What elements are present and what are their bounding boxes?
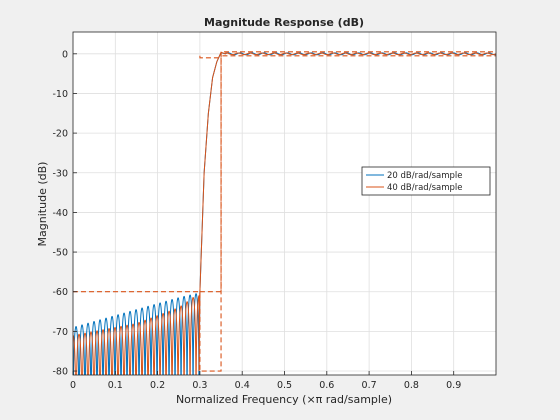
x-tick-label: 0.9 <box>446 380 461 391</box>
y-axis-label: Magnitude (dB) <box>36 162 49 247</box>
series-line-40db <box>73 51 496 375</box>
plot-curves <box>73 51 496 375</box>
spec-mask-lower <box>73 55 496 372</box>
x-axis-label: Normalized Frequency (×π rad/sample) <box>176 393 392 406</box>
y-tick-label: 0 <box>62 49 68 60</box>
x-axis: 0 0.1 0.2 0.3 0.4 0.5 0.6 0.7 0.8 0.9 <box>70 371 461 391</box>
x-tick-label: 0.6 <box>319 380 334 391</box>
legend-box <box>361 166 491 196</box>
chart-title: Magnitude Response (dB) <box>204 16 364 29</box>
x-tick-label: 0.5 <box>277 380 292 391</box>
x-tick-label: 0.8 <box>404 380 419 391</box>
y-tick-label: -60 <box>52 287 68 298</box>
x-tick-label: 0.7 <box>362 380 377 391</box>
legend-label-20db: 20 dB/rad/sample <box>387 171 462 181</box>
x-tick-label: 0 <box>70 380 76 391</box>
y-axis: 0 -10 -20 -30 -40 -50 -60 -70 -80 <box>52 49 77 378</box>
x-tick-label: 0.1 <box>108 380 123 391</box>
y-tick-label: -40 <box>52 208 68 219</box>
x-tick-label: 0.3 <box>192 380 207 391</box>
x-tick-label: 0.2 <box>150 380 165 391</box>
spec-mask-upper <box>199 51 496 59</box>
legend-label-40db: 40 dB/rad/sample <box>387 183 462 193</box>
legend[interactable]: 20 dB/rad/sample 40 dB/rad/sample <box>361 166 491 196</box>
x-tick-label: 0.4 <box>235 380 250 391</box>
y-tick-label: -50 <box>52 248 68 259</box>
y-tick-label: -80 <box>52 367 68 378</box>
y-tick-label: -70 <box>52 327 68 338</box>
y-tick-label: -20 <box>52 129 68 140</box>
y-tick-label: -10 <box>52 89 68 100</box>
y-tick-label: -30 <box>52 168 68 179</box>
